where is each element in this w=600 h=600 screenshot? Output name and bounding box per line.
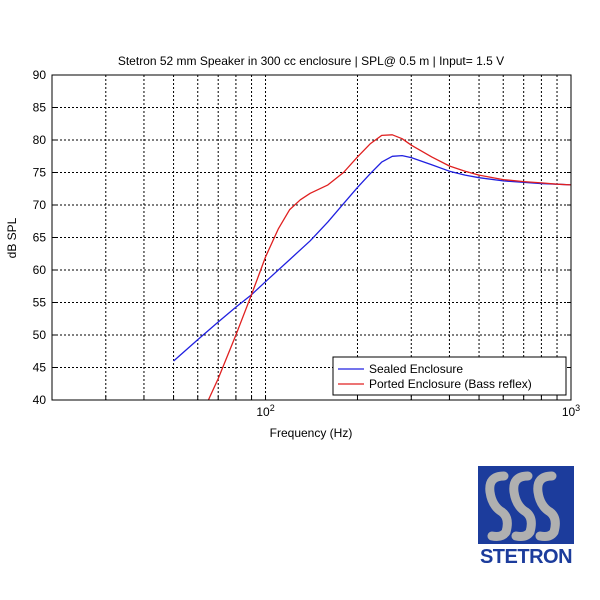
y-tick-label: 45: [33, 361, 47, 375]
logo-wordmark: STETRON: [479, 546, 573, 568]
y-tick-label: 55: [33, 296, 47, 310]
y-tick-label: 85: [33, 101, 47, 115]
logo-emblem: [478, 466, 574, 544]
legend-box: [332, 356, 567, 396]
y-tick-label: 80: [33, 133, 47, 147]
x-tick-label: 102: [256, 403, 274, 419]
x-axis-label: Frequency (Hz): [270, 426, 353, 440]
chart-title: Stetron 52 mm Speaker in 300 cc enclosur…: [118, 54, 504, 68]
y-tick-label: 65: [33, 231, 47, 245]
legend-label: Ported Enclosure (Bass reflex): [369, 377, 532, 391]
y-tick-label: 60: [33, 263, 47, 277]
y-tick-label: 50: [33, 328, 47, 342]
y-axis-label: dB SPL: [5, 217, 19, 258]
y-tick-label: 40: [33, 393, 47, 407]
logo-s-mark-icon: [485, 471, 560, 541]
y-tick-label: 90: [33, 68, 47, 82]
series-layer: [173, 134, 572, 401]
series-line: [207, 134, 572, 401]
ticks: 40 45 50 55 60 65 70 75 80 85 90 102 103: [33, 68, 581, 419]
y-tick-label: 75: [33, 166, 47, 180]
x-tick-label: 103: [562, 403, 580, 419]
legend-label: Sealed Enclosure: [369, 362, 463, 376]
stetron-logo: STETRON: [478, 466, 574, 572]
y-tick-label: 70: [33, 198, 47, 212]
